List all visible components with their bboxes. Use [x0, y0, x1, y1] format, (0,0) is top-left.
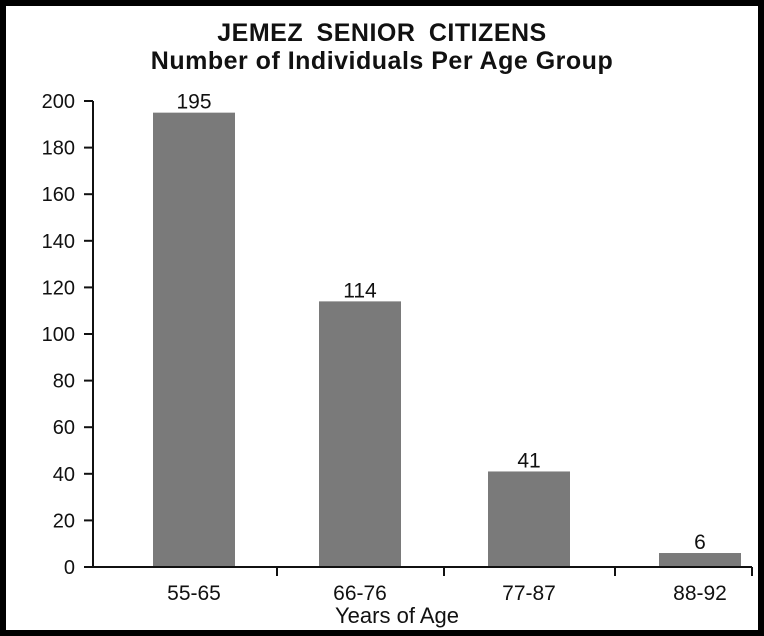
y-tick-label-0: 0	[64, 557, 75, 579]
labels: 195 55-65 114 66-76 41 77-87 6 88-92 0 20 40 60 80 10…	[42, 91, 727, 605]
y-tick-label-40: 40	[53, 464, 75, 486]
bars	[153, 112, 741, 568]
x-tick-label-66-76: 66-76	[333, 582, 387, 605]
bar-55-65	[153, 112, 235, 568]
data-label-66-76: 114	[343, 279, 377, 302]
y-tick-label-60: 60	[53, 417, 75, 439]
data-label-88-92: 6	[694, 531, 706, 554]
y-tick-label-200: 200	[42, 91, 75, 113]
x-tick-label-77-87: 77-87	[502, 582, 556, 605]
chart-title: JEMEZ SENIOR CITIZENS	[217, 19, 547, 47]
y-tick-label-20: 20	[53, 510, 75, 532]
y-tick-label-180: 180	[42, 138, 75, 160]
bar-88-92	[659, 553, 741, 567]
y-tick-label-140: 140	[42, 231, 75, 253]
data-label-77-87: 41	[517, 449, 540, 472]
x-tick-label-88-92: 88-92	[673, 582, 727, 605]
y-tick-label-120: 120	[42, 277, 75, 299]
chart-subtitle: Number of Individuals Per Age Group	[150, 47, 614, 75]
x-axis-title: Years of Age	[335, 603, 459, 628]
bar-66-76	[319, 301, 401, 567]
y-tick-label-80: 80	[53, 371, 75, 393]
y-tick-label-160: 160	[42, 184, 75, 206]
axes	[84, 100, 753, 576]
data-label-55-65: 195	[176, 91, 211, 114]
bar-77-87	[488, 471, 570, 567]
y-tick-label-100: 100	[42, 324, 75, 346]
x-tick-label-55-65: 55-65	[167, 582, 221, 605]
